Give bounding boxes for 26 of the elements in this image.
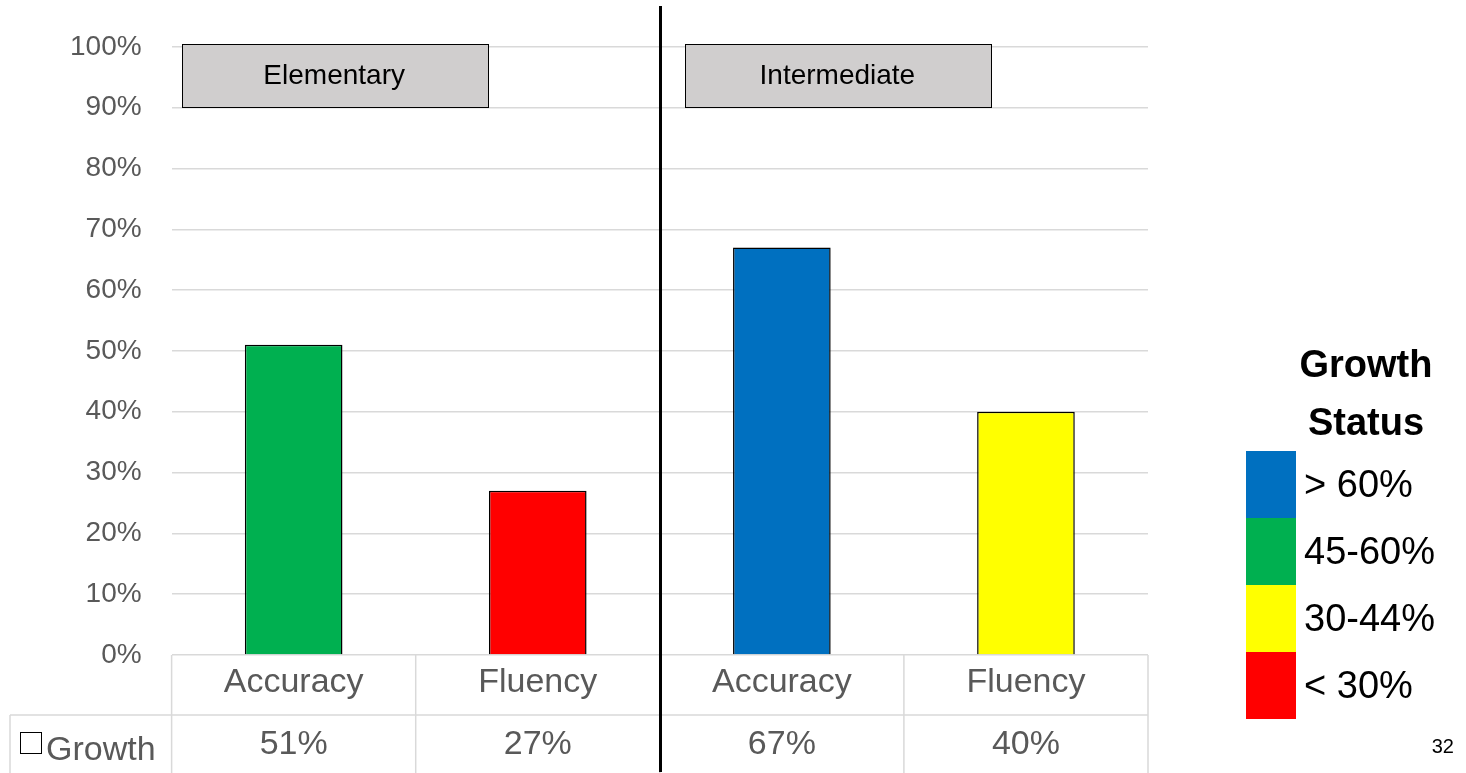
y-tick-label: 20% (85, 516, 142, 548)
data-label: 67% (747, 723, 816, 762)
legend-title: Growth Status (1298, 342, 1434, 445)
x-tick-label: Fluency (966, 661, 1086, 700)
text: Growth (46, 729, 156, 768)
y-tick-label: 10% (85, 576, 142, 608)
data-label: 51% (259, 723, 328, 762)
legend-label: > 60% (1304, 463, 1413, 506)
x-tick-label: Accuracy (711, 661, 852, 700)
y-tick-label: 50% (85, 333, 142, 365)
data-label: 27% (503, 723, 572, 762)
y-tick-label: 70% (85, 211, 142, 243)
legend-label: < 30% (1304, 664, 1413, 707)
legend-label: 45-60% (1304, 530, 1435, 573)
x-tick-label: Accuracy (223, 661, 364, 700)
y-tick-label: 80% (85, 151, 142, 183)
y-tick-label: 100% (69, 29, 142, 61)
y-tick-label: 90% (85, 90, 142, 122)
legend-label: 30-44% (1304, 597, 1435, 640)
y-tick-label: 60% (85, 272, 142, 304)
y-tick-label: 0% (101, 637, 142, 669)
x-tick-label: Fluency (478, 661, 598, 700)
data-label: 40% (991, 723, 1060, 762)
text: 32 (1431, 735, 1454, 758)
y-tick-label: 30% (85, 455, 142, 487)
y-tick-label: 40% (85, 394, 142, 426)
